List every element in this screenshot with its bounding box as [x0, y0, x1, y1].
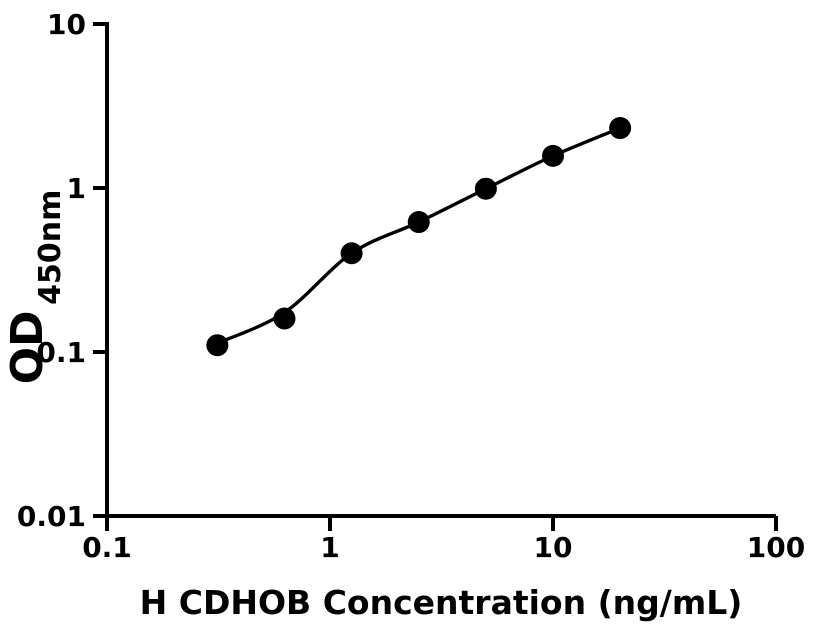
data-point-marker — [542, 144, 564, 167]
x-tick-label-1: 1 — [320, 531, 339, 564]
y-axis-tick-labels: 10 1 0.1 0.01 — [17, 8, 86, 533]
x-tick-label-10: 10 — [534, 531, 573, 564]
x-axis-tick-labels: 0.1 1 10 100 — [82, 531, 805, 564]
x-tick-label-100: 100 — [747, 531, 805, 564]
x-axis-ticks — [105, 516, 778, 531]
x-axis-title: H CDHOB Concentration (ng/mL) — [140, 583, 743, 622]
series-group — [206, 117, 632, 357]
data-point-marker — [474, 177, 497, 200]
y-tick-label-1: 1 — [67, 172, 86, 205]
y-axis-title-subscript: 450nm — [33, 190, 68, 305]
y-axis-title-main: OD — [2, 310, 53, 384]
y-tick-label-0p01: 0.01 — [17, 500, 86, 533]
y-tick-label-0p1: 0.1 — [36, 336, 86, 369]
y-axis-ticks — [93, 22, 107, 518]
data-point-marker — [273, 307, 296, 330]
data-point-marker — [206, 334, 229, 357]
y-tick-label-10: 10 — [47, 8, 86, 41]
data-point-marker — [609, 117, 632, 140]
axes-spines — [105, 22, 776, 518]
data-point-marker — [407, 211, 430, 234]
data-point-marker — [340, 242, 363, 265]
y-axis-title: OD 450nm — [2, 190, 68, 385]
x-tick-label-0p1: 0.1 — [82, 531, 132, 564]
